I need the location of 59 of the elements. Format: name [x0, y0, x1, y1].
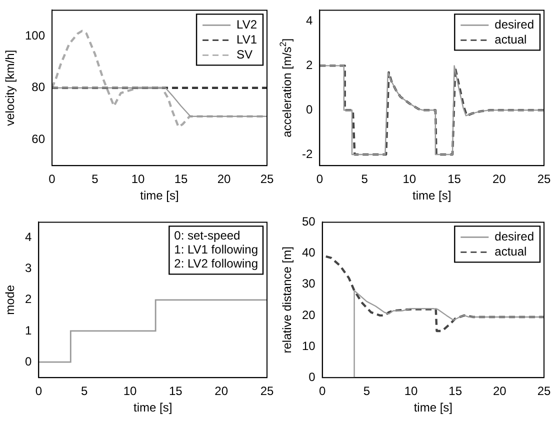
x-tick-label: 5: [92, 172, 99, 186]
y-axis-title: acceleration [m/s2]: [278, 38, 294, 138]
annotation: 2: LV2 following: [174, 256, 258, 271]
x-tick-label: 15: [174, 172, 188, 186]
y-tick-label: 4: [24, 230, 32, 244]
y-tick-label: 4: [306, 14, 313, 28]
legend-label: LV2: [236, 18, 258, 32]
line-series: [324, 255, 544, 332]
x-tick-label: 10: [131, 172, 146, 186]
x-tick-label: 25: [537, 384, 551, 398]
y-tick-label: 80: [32, 80, 46, 94]
x-tick-label: 15: [168, 384, 183, 398]
x-tick-label: 5: [363, 384, 370, 398]
legend-label: desired: [494, 18, 534, 32]
x-axis-title: time [s]: [412, 188, 452, 203]
x-tick-label: 0: [319, 384, 326, 398]
x-axis-title: time [s]: [134, 400, 172, 415]
annotation: 1: LV1 following: [174, 242, 258, 257]
y-tick-label: 10: [302, 338, 316, 353]
x-axis-title: time [s]: [414, 400, 453, 415]
y-tick-label: 2: [306, 58, 313, 72]
y-tick-label: 100: [24, 28, 46, 42]
x-tick-label: 25: [260, 384, 274, 398]
y-tick-label: 0: [308, 370, 316, 384]
legend-label: SV: [236, 48, 253, 62]
legend-label: LV1: [236, 32, 258, 47]
x-tick-label: 0: [48, 172, 56, 186]
x-tick-label: 10: [123, 384, 137, 398]
x-tick-label: 20: [217, 172, 231, 186]
x-tick-label: 10: [402, 172, 416, 186]
y-tick-label: 2: [24, 292, 32, 306]
x-tick-label: 25: [537, 172, 551, 186]
y-tick-label: 20: [302, 308, 316, 322]
y-tick-label: -2: [302, 146, 313, 161]
y-axis-title: velocity [km/h]: [3, 50, 17, 126]
x-tick-label: 20: [492, 384, 507, 398]
x-tick-label: 15: [448, 172, 462, 186]
x-tick-label: 5: [80, 384, 88, 398]
x-tick-label: 20: [492, 172, 506, 186]
legend-label: desired: [494, 230, 534, 244]
x-tick-label: 20: [214, 384, 228, 398]
y-tick-label: 50: [302, 214, 316, 229]
x-tick-label: 10: [404, 384, 418, 398]
x-axis-title: time [s]: [140, 188, 179, 203]
y-tick-label: 3: [24, 261, 32, 276]
legend-label: actual: [494, 32, 527, 47]
y-tick-label: 1: [24, 323, 32, 338]
annotation: 0: set-speed: [174, 228, 240, 243]
legend-label: actual: [494, 244, 527, 259]
x-tick-label: 5: [361, 172, 368, 186]
y-tick-label: 60: [32, 132, 46, 146]
y-axis-title: relative distance [m]: [280, 246, 294, 354]
y-tick-label: 0: [306, 102, 313, 116]
y-tick-label: 30: [302, 276, 316, 291]
y-tick-label: 40: [302, 246, 316, 260]
x-tick-label: 25: [260, 172, 274, 186]
y-tick-label: 0: [24, 354, 32, 368]
x-tick-label: 15: [448, 384, 462, 398]
y-axis-title: mode: [3, 284, 17, 315]
